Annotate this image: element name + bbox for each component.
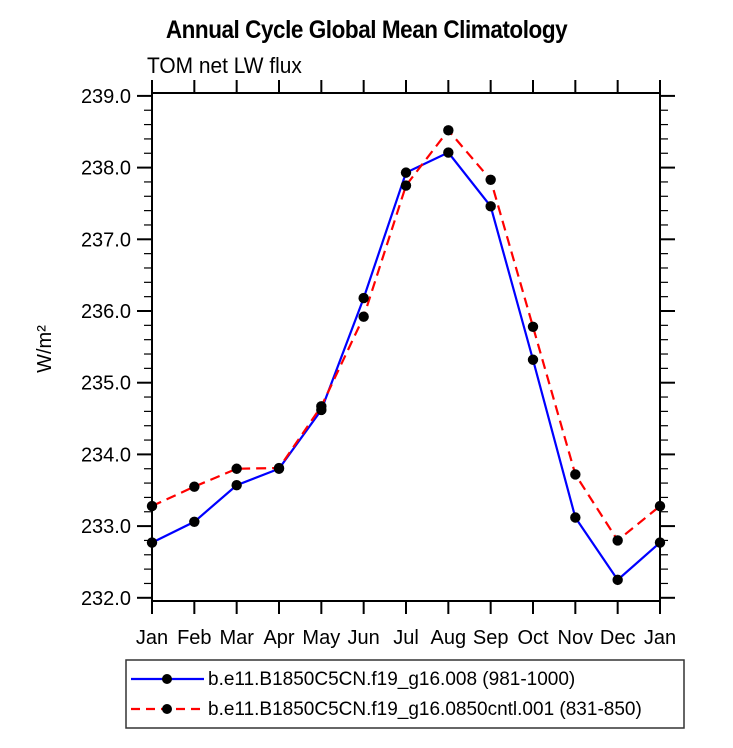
- y-axis-tick-label: 234.0: [81, 444, 131, 466]
- chart-subtitle: TOM net LW flux: [147, 53, 302, 78]
- y-axis-tick-label: 232.0: [81, 588, 131, 610]
- data-point-marker-s0: [612, 574, 623, 586]
- data-point-marker-s1: [358, 311, 369, 322]
- data-point-marker-s1: [316, 401, 327, 412]
- x-axis-tick-label: Aug: [431, 627, 467, 649]
- data-point-marker-s0: [527, 354, 539, 365]
- data-point-marker-s0: [358, 292, 369, 304]
- legend-marker: [162, 674, 172, 684]
- data-point-marker-s1: [189, 481, 200, 492]
- x-axis-tick-label: Nov: [558, 627, 594, 649]
- data-point-marker-s0: [654, 537, 666, 548]
- data-point-marker-s0: [189, 516, 200, 527]
- x-axis-tick-label: Oct: [517, 627, 549, 649]
- data-point-marker-s1: [146, 500, 158, 512]
- x-axis-tick-label: Dec: [600, 627, 636, 649]
- data-point-marker-s1: [654, 500, 666, 512]
- legend-marker: [162, 704, 172, 714]
- data-point-marker-s1: [570, 469, 581, 480]
- data-point-marker-s1: [485, 174, 496, 185]
- legend-label: b.e11.B1850C5CN.f19_g16.008 (981-1000): [208, 669, 575, 690]
- data-point-marker-s0: [570, 512, 581, 523]
- series-line-1: [151, 128, 661, 543]
- data-point-marker-s1: [400, 180, 412, 191]
- y-axis-tick-label: 233.0: [81, 516, 131, 538]
- x-axis-tick-label: Sep: [473, 627, 509, 649]
- data-point-marker-s0: [146, 537, 158, 548]
- y-axis-tick-label: 237.0: [81, 229, 131, 251]
- data-point-marker-s0: [485, 201, 496, 212]
- x-axis-tick-label: Mar: [219, 627, 254, 649]
- legend-label: b.e11.B1850C5CN.f19_g16.0850cntl.001 (83…: [208, 699, 642, 720]
- x-axis-tick-label: Jan: [644, 627, 676, 649]
- data-point-marker-s1: [443, 125, 454, 136]
- x-axis-tick-label: Jan: [136, 627, 168, 649]
- series-line-0: [151, 151, 661, 582]
- x-axis-tick-label: Jun: [348, 627, 380, 649]
- data-point-marker-s0: [400, 167, 412, 178]
- x-axis-tick-label: Feb: [177, 627, 211, 649]
- legend-box: [125, 659, 685, 729]
- x-axis-tick-label: May: [302, 627, 340, 649]
- data-point-marker-s0: [231, 480, 242, 491]
- data-point-marker-s1: [273, 462, 285, 474]
- y-axis-tick-label: 236.0: [81, 301, 131, 323]
- y-axis-tick-label: 235.0: [81, 373, 131, 395]
- chart-title: Annual Cycle Global Mean Climatology: [165, 16, 568, 44]
- x-axis-tick-label: Jul: [393, 627, 419, 649]
- y-axis-title: W/m²: [34, 325, 56, 373]
- y-axis-tick-label: 239.0: [81, 86, 131, 108]
- data-point-marker-s0: [443, 147, 454, 158]
- data-point-marker-s1: [612, 535, 623, 546]
- data-point-marker-s1: [231, 463, 242, 474]
- y-axis-tick-label: 238.0: [81, 158, 131, 180]
- data-point-marker-s1: [527, 321, 539, 332]
- x-axis-tick-label: Apr: [263, 627, 294, 649]
